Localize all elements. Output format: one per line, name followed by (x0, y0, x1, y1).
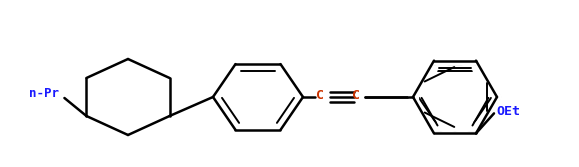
Text: C: C (352, 89, 360, 102)
Text: OEt: OEt (496, 105, 520, 118)
Text: n-Pr: n-Pr (30, 87, 60, 100)
Text: C: C (316, 89, 324, 102)
